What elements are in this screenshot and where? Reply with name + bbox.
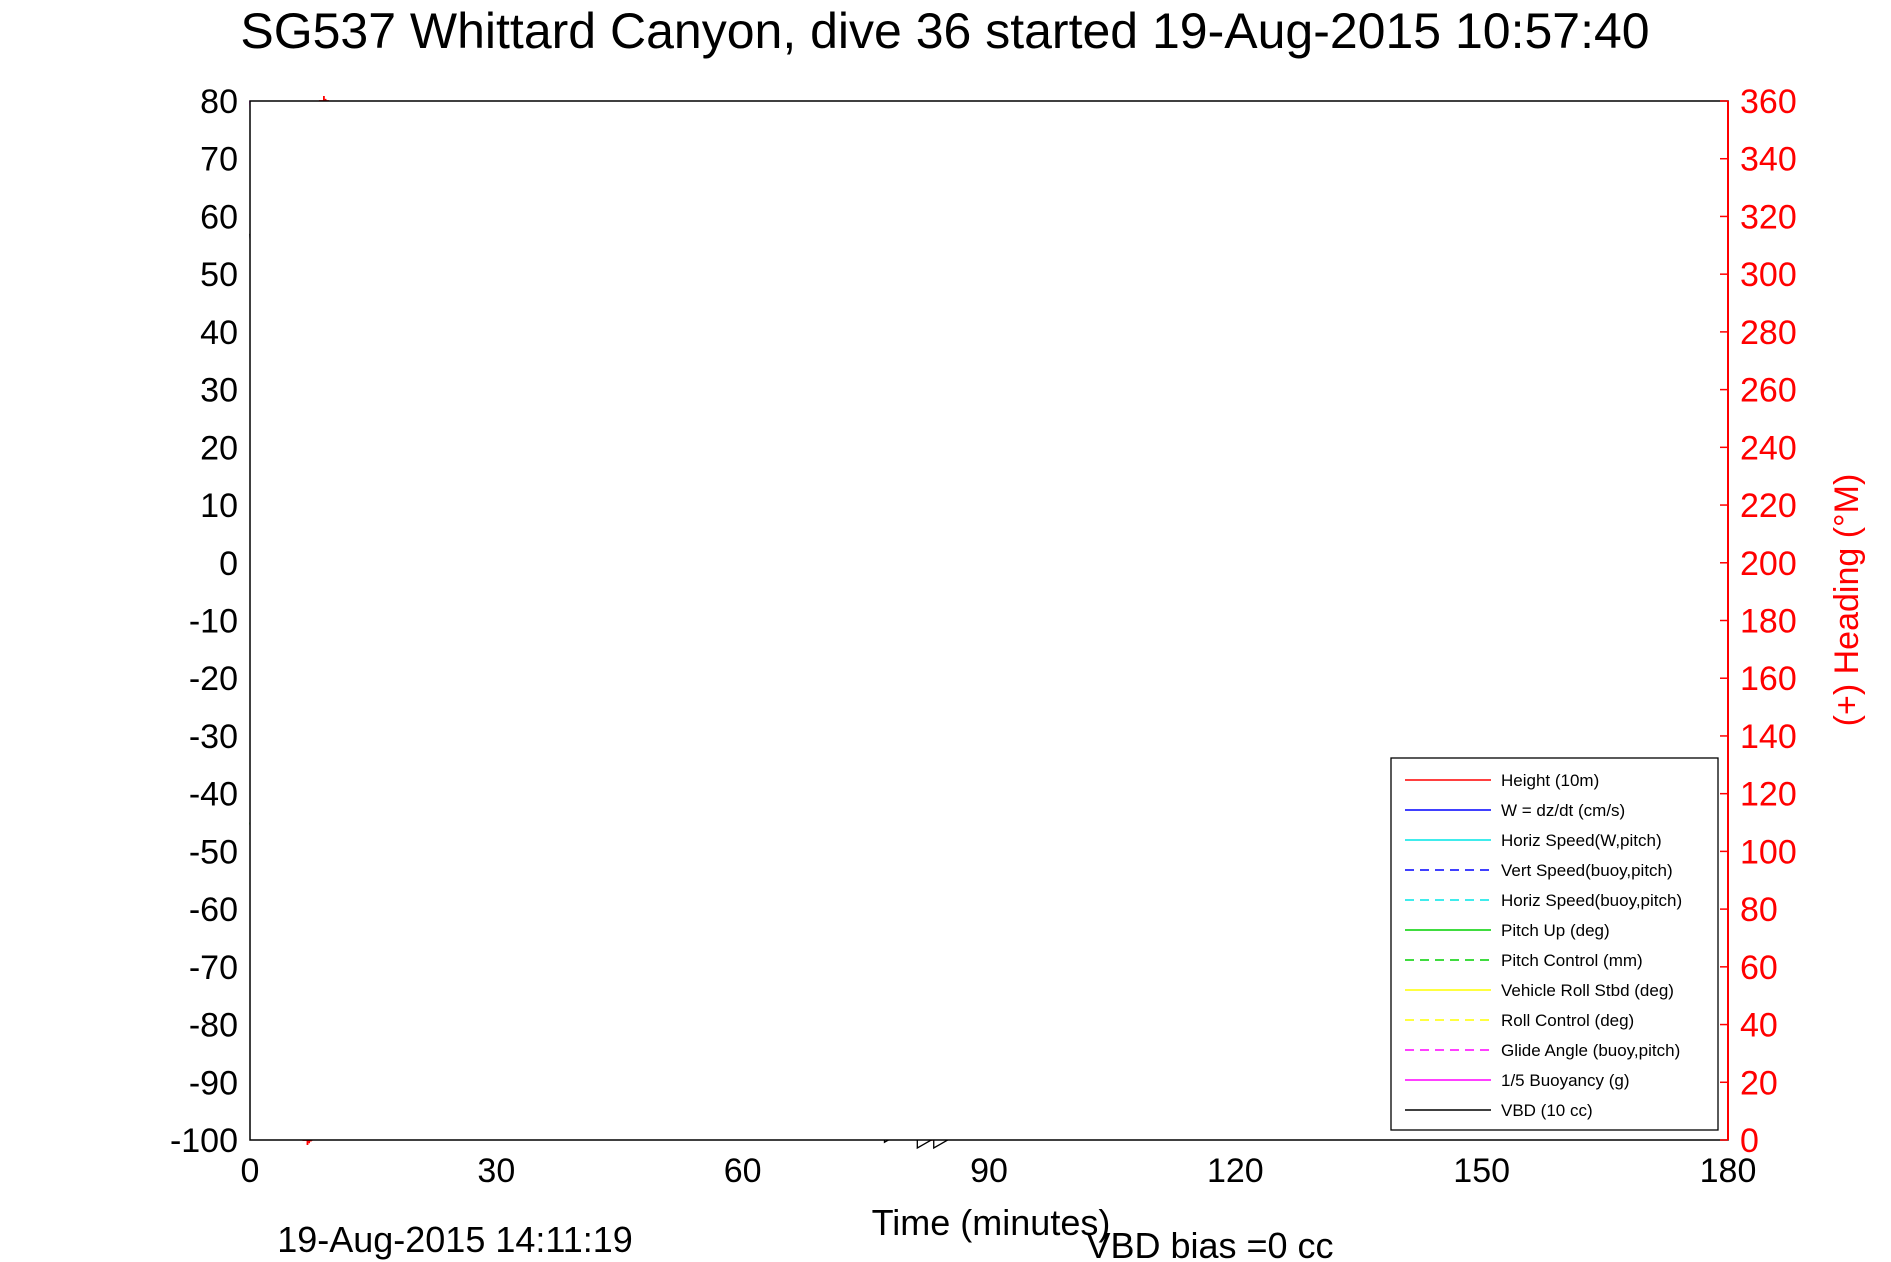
y-tick-label: -80 — [189, 1007, 238, 1045]
y-tick-label: 50 — [200, 256, 238, 294]
footer-timestamp: 19-Aug-2015 14:11:19 — [277, 1219, 633, 1260]
legend-entry: Vert Speed(buoy,pitch) — [1501, 861, 1673, 880]
x-axis-label: Time (minutes) — [872, 1202, 1111, 1243]
chart-title: SG537 Whittard Canyon, dive 36 started 1… — [240, 3, 1649, 59]
y-tick-label: -50 — [189, 833, 238, 871]
x-tick-label: 60 — [724, 1152, 762, 1190]
y2-tick-label: 360 — [1740, 83, 1797, 121]
y-tick-label: 40 — [200, 314, 238, 352]
y-tick-label: -40 — [189, 776, 238, 814]
x-tick-label: 0 — [241, 1152, 260, 1190]
legend-entry: Horiz Speed(buoy,pitch) — [1501, 891, 1682, 910]
legend-entry: VBD (10 cc) — [1501, 1101, 1593, 1120]
y-tick-label: 10 — [200, 487, 238, 525]
y2-tick-label: 140 — [1740, 718, 1797, 756]
legend-box — [1390, 757, 1719, 1131]
y-tick-label: 80 — [200, 83, 238, 121]
y2-tick-label: 40 — [1740, 1007, 1778, 1045]
y2-axis-label: (+) Heading (°M) — [1828, 474, 1866, 727]
y2-tick-label: 100 — [1740, 833, 1797, 871]
y-tick-label: -20 — [189, 660, 238, 698]
legend-entry: Height (10m) — [1501, 771, 1599, 790]
y2-tick-label: 20 — [1740, 1064, 1778, 1102]
legend-entry: W = dz/dt (cm/s) — [1501, 801, 1625, 820]
y2-tick-label: 80 — [1740, 891, 1778, 929]
vbd-bias-label: VBD bias =0 cc — [1086, 1225, 1333, 1262]
y-tick-label: -10 — [189, 603, 238, 641]
y2-tick-label: 220 — [1740, 487, 1797, 525]
x-tick-label: 180 — [1700, 1152, 1757, 1190]
legend-entry: Pitch Control (mm) — [1501, 951, 1643, 970]
y2-tick-label: 340 — [1740, 141, 1797, 179]
y2-tick-label: 160 — [1740, 660, 1797, 698]
y2-tick-label: 120 — [1740, 776, 1797, 814]
y2-tick-label: 180 — [1740, 603, 1797, 641]
y-tick-label: 0 — [219, 545, 238, 583]
legend-entry: Vehicle Roll Stbd (deg) — [1501, 981, 1674, 1000]
y-tick-label: -30 — [189, 718, 238, 756]
y-tick-label: -60 — [189, 891, 238, 929]
y-tick-label: -70 — [189, 949, 238, 987]
x-tick-label: 90 — [970, 1152, 1008, 1190]
legend-entry: Pitch Up (deg) — [1501, 921, 1610, 940]
legend: Height (10m) W = dz/dt (cm/s) Horiz Speed(… — [1390, 757, 1719, 1131]
y-tick-label: 20 — [200, 429, 238, 467]
x-tick-label: 120 — [1207, 1152, 1264, 1190]
x-tick-label: 150 — [1453, 1152, 1510, 1190]
y-tick-label: 70 — [200, 141, 238, 179]
y-tick-label: -90 — [189, 1064, 238, 1102]
legend-entry: Horiz Speed(W,pitch) — [1501, 831, 1662, 850]
y2-tick-label: 320 — [1740, 198, 1797, 236]
legend-entry: Roll Control (deg) — [1501, 1011, 1634, 1030]
x-tick-label: 30 — [477, 1152, 515, 1190]
y-tick-label: -100 — [170, 1122, 238, 1160]
y2-tick-label: 260 — [1740, 372, 1797, 410]
legend-entry: Glide Angle (buoy,pitch) — [1501, 1041, 1680, 1060]
legend-entry: 1/5 Buoyancy (g) — [1501, 1071, 1630, 1090]
y2-tick-label: 240 — [1740, 429, 1797, 467]
y-tick-label: 30 — [200, 372, 238, 410]
y2-tick-label: 60 — [1740, 949, 1778, 987]
y-tick-label: 60 — [200, 198, 238, 236]
y2-tick-label: 280 — [1740, 314, 1797, 352]
y2-tick-label: 0 — [1740, 1122, 1759, 1160]
y2-tick-label: 200 — [1740, 545, 1797, 583]
y2-tick-label: 300 — [1740, 256, 1797, 294]
